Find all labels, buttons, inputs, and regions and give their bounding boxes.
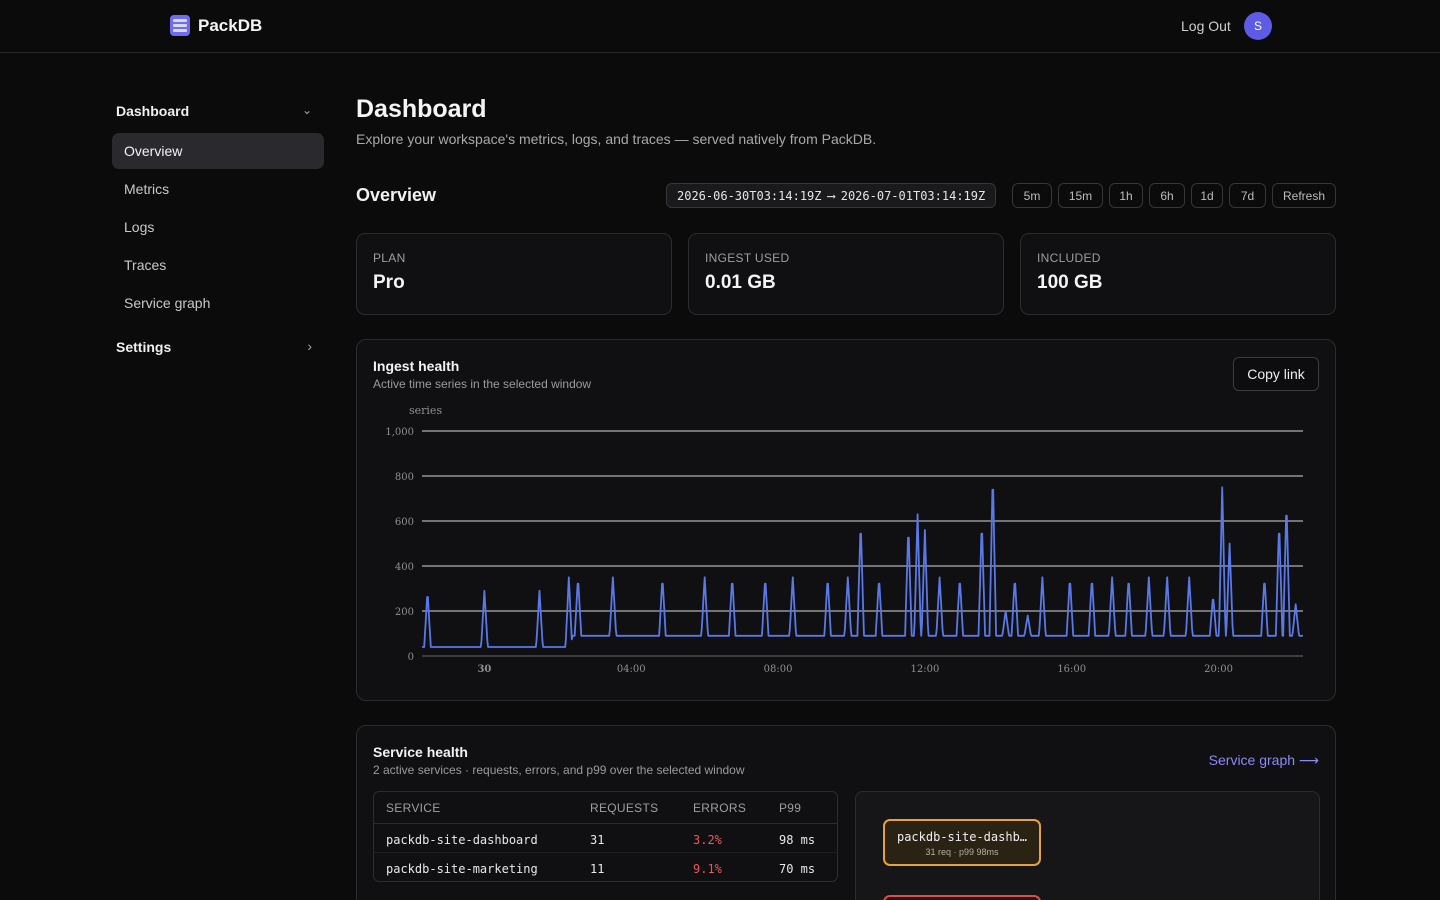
range-end: 2026-07-01T03:14:19Z [840,188,986,203]
requests-value: 31 [590,833,605,847]
page-title: Dashboard [356,95,487,123]
table-row[interactable]: packdb-site-dashboard 31 3.2% 98 ms [374,824,837,853]
top-bar: PackDB Log Out S [0,0,1440,53]
sidebar-item-logs[interactable]: Logs [124,219,155,235]
range-start: 2026-06-30T03:14:19Z [677,188,822,203]
stat-card-plan: PLAN Pro [356,233,672,315]
database-logo-icon [170,15,190,36]
series-line [421,486,1304,648]
table-row[interactable]: packdb-site-marketing 11 9.1% 70 ms [374,853,837,882]
stat-label: PLAN [373,251,406,265]
y-tick-label: 600 [395,517,414,528]
sidebar-item-metrics[interactable]: Metrics [124,181,170,197]
sidebar-item-traces[interactable]: Traces [124,257,167,273]
column-header-errors[interactable]: ERRORS [693,801,747,815]
stat-value: 0.01 GB [705,272,776,293]
y-tick-label: 800 [395,472,414,483]
service-health-card: Service health 2 active services · reque… [356,725,1336,900]
x-tick-label: 12:00 [910,664,939,675]
stat-label: INGEST USED [705,251,790,265]
stat-value: Pro [373,272,405,293]
errors-value: 3.2% [693,833,722,847]
brand[interactable]: PackDB [170,15,262,36]
avatar[interactable]: S [1244,12,1272,40]
service-graph-panel: packdb-site-dashb… 31 req · p99 98ms [855,791,1320,900]
y-tick-label: 1,000 [385,427,414,438]
stat-card-ingest-used: INGEST USED 0.01 GB [688,233,1004,315]
y-axis-label: series [409,404,442,417]
x-tick-label: 30 [477,664,491,675]
y-tick-label: 200 [395,607,414,618]
card-title: Service health [373,744,468,760]
sidebar-item-overview[interactable]: Overview [112,133,324,169]
sidebar-group-settings[interactable]: Settings › [116,338,316,355]
refresh-button[interactable]: Refresh [1272,183,1336,208]
card-subtitle: Active time series in the selected windo… [373,377,592,391]
range-15m-button[interactable]: 15m [1058,183,1103,208]
copy-link-button[interactable]: Copy link [1233,357,1319,391]
p99-value: 70 ms [779,862,816,876]
overview-title: Overview [356,185,437,205]
range-1d-button[interactable]: 1d [1191,183,1223,208]
service-name: packdb-site-dashboard [386,833,538,847]
sidebar-group-label: Dashboard [116,103,190,119]
ingest-health-card: Ingest health Active time series in the … [356,339,1336,701]
x-tick-label: 04:00 [617,664,646,675]
y-tick-label: 400 [395,562,414,573]
service-table: SERVICE REQUESTS ERRORS P99 packdb-site-… [373,791,838,882]
time-range-picker[interactable]: 2026-06-30T03:14:19Z ⟶ 2026-07-01T03:14:… [666,183,997,208]
x-tick-label: 20:00 [1204,664,1233,675]
errors-value: 9.1% [693,862,722,876]
p99-value: 98 ms [779,833,816,847]
page-subtitle: Explore your workspace's metrics, logs, … [356,131,877,147]
requests-value: 11 [590,862,605,876]
chevron-down-icon: ⌄ [301,103,312,117]
column-header-requests[interactable]: REQUESTS [590,801,659,815]
service-graph-link[interactable]: Service graph ⟶ [1208,752,1319,768]
node-meta: 31 req · p99 98ms [925,847,999,857]
column-header-p99[interactable]: P99 [779,801,802,815]
sidebar-item-service-graph[interactable]: Service graph [124,295,211,311]
table-header: SERVICE REQUESTS ERRORS P99 [374,792,837,824]
sidebar-group-dashboard[interactable]: Dashboard ⌄ [116,103,316,119]
service-name: packdb-site-marketing [386,862,538,876]
ingest-chart: series 0 200 400 600 800 1,000 30 04:00 08:00 12:0… [385,404,1304,675]
brand-name: PackDB [198,15,263,35]
x-tick-label: 16:00 [1057,664,1086,675]
service-node[interactable]: packdb-site-dashb… 31 req · p99 98ms [883,819,1041,866]
column-header-service[interactable]: SERVICE [386,801,441,815]
sidebar-group-label: Settings [116,339,172,355]
x-tick-label: 08:00 [764,664,793,675]
stat-value: 100 GB [1037,272,1103,293]
range-7d-button[interactable]: 7d [1229,183,1266,208]
logout-button[interactable]: Log Out [1181,18,1231,34]
stat-label: INCLUDED [1037,251,1101,265]
range-6h-button[interactable]: 6h [1149,183,1185,208]
arrow-right-icon: ⟶ [827,188,835,203]
y-tick-label: 0 [408,652,414,663]
range-5m-button[interactable]: 5m [1012,183,1052,208]
stat-card-included: INCLUDED 100 GB [1020,233,1336,315]
service-node[interactable] [883,895,1041,900]
chevron-right-icon: › [307,338,312,354]
card-title: Ingest health [373,358,460,374]
card-subtitle: 2 active services · requests, errors, an… [373,763,745,777]
range-1h-button[interactable]: 1h [1109,183,1143,208]
node-name: packdb-site-dashb… [896,830,1028,844]
